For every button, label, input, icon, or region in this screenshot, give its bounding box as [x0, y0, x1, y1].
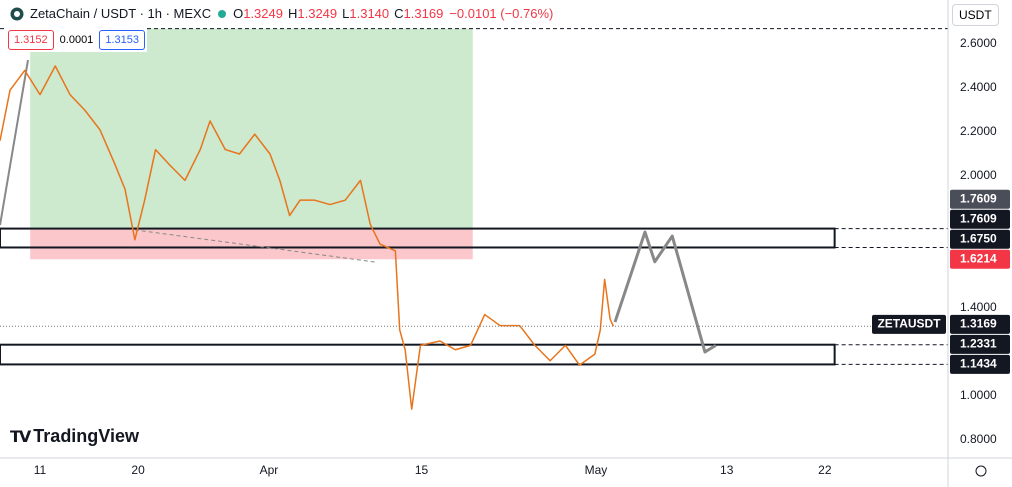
price-label: 1.2331 [960, 337, 997, 351]
x-tick-label: 22 [818, 463, 832, 477]
x-tick-label: 15 [415, 463, 429, 477]
y-tick-label: 2.6000 [960, 36, 997, 50]
price-label-bg [950, 209, 1010, 229]
price-label: 1.3169 [960, 317, 997, 331]
price-label-bg [950, 249, 1010, 269]
x-tick-label: 11 [34, 463, 47, 477]
x-tick-label: 20 [131, 463, 145, 477]
x-tick-label: May [585, 463, 608, 477]
trend-line [134, 229, 375, 263]
status-dot [218, 9, 227, 18]
settings-icon[interactable] [975, 465, 987, 477]
brand: 𝗧𝗩 TradingView [10, 426, 139, 447]
y-tick-label: 2.0000 [960, 168, 997, 182]
ohlc-item: H1.3249 [288, 6, 337, 21]
symbol[interactable]: ZetaChain / USDT · 1h · MEXC [30, 6, 212, 21]
loss-zone [30, 228, 473, 260]
ohlc-value: 1.3249 [297, 6, 338, 21]
ohlc-item: L1.3140 [342, 6, 389, 21]
price-label-bg [950, 229, 1010, 249]
ohlc-value: 1.3169 [403, 6, 444, 21]
symbol-header: ZetaChain / USDT · 1h · MEXC O1.3249 H1.3… [6, 4, 558, 23]
logo [10, 7, 24, 20]
spread: 0.0001 [59, 34, 94, 46]
quote: 1.3152 0.0001 1.3153 [6, 28, 147, 52]
x-tick-label: Apr [260, 463, 279, 477]
price-label-bg [950, 354, 1010, 374]
price-label-bg [950, 189, 1010, 209]
ohlc-item: C1.3169 [394, 6, 443, 21]
profit-zone [30, 28, 473, 229]
y-tick-label: 1.0000 [960, 388, 997, 402]
ohlc-key: L [342, 6, 350, 21]
y-tick-label: 1.4000 [960, 300, 997, 314]
ohlc-key: H [287, 6, 298, 21]
projection [613, 230, 717, 354]
ohlc-value: 1.3249 [243, 6, 283, 21]
symbol-tag: ZETAUSDT [877, 317, 941, 331]
price-label-bg [950, 334, 1010, 354]
price-label: 1.6750 [960, 231, 997, 245]
ohlc: O1.3249 H1.3249 L1.3140 C1.3169 [233, 6, 443, 21]
ohlc-value: 1.3140 [349, 6, 390, 21]
y-tick-label: 0.8000 [960, 432, 997, 446]
x-tick-label: 13 [720, 463, 734, 477]
bid[interactable]: 1.3152 [8, 30, 54, 50]
currency-select[interactable]: USDT [952, 4, 999, 26]
symbol-tag-bg [872, 314, 946, 334]
ask[interactable]: 1.3153 [99, 30, 145, 50]
price-label: 1.6214 [960, 251, 997, 265]
trend-line [0, 59, 29, 226]
brand-mark: 𝗧𝗩 [10, 428, 31, 446]
zone-box [0, 227, 836, 249]
change: −0.0101 (−0.76%) [449, 6, 554, 21]
price-line [0, 65, 615, 410]
price-label-bg [950, 314, 1010, 334]
y-tick-label: 2.2000 [960, 124, 997, 138]
price-label: 1.1434 [960, 357, 997, 371]
price-label: 1.7609 [960, 191, 997, 205]
ohlc-item: O1.3249 [233, 6, 283, 21]
ohlc-key: C [394, 6, 404, 21]
ohlc-key: O [233, 6, 244, 21]
brand-name: TradingView [33, 426, 139, 446]
price-label: 1.7609 [960, 211, 997, 225]
y-tick-label: 2.4000 [960, 80, 997, 94]
